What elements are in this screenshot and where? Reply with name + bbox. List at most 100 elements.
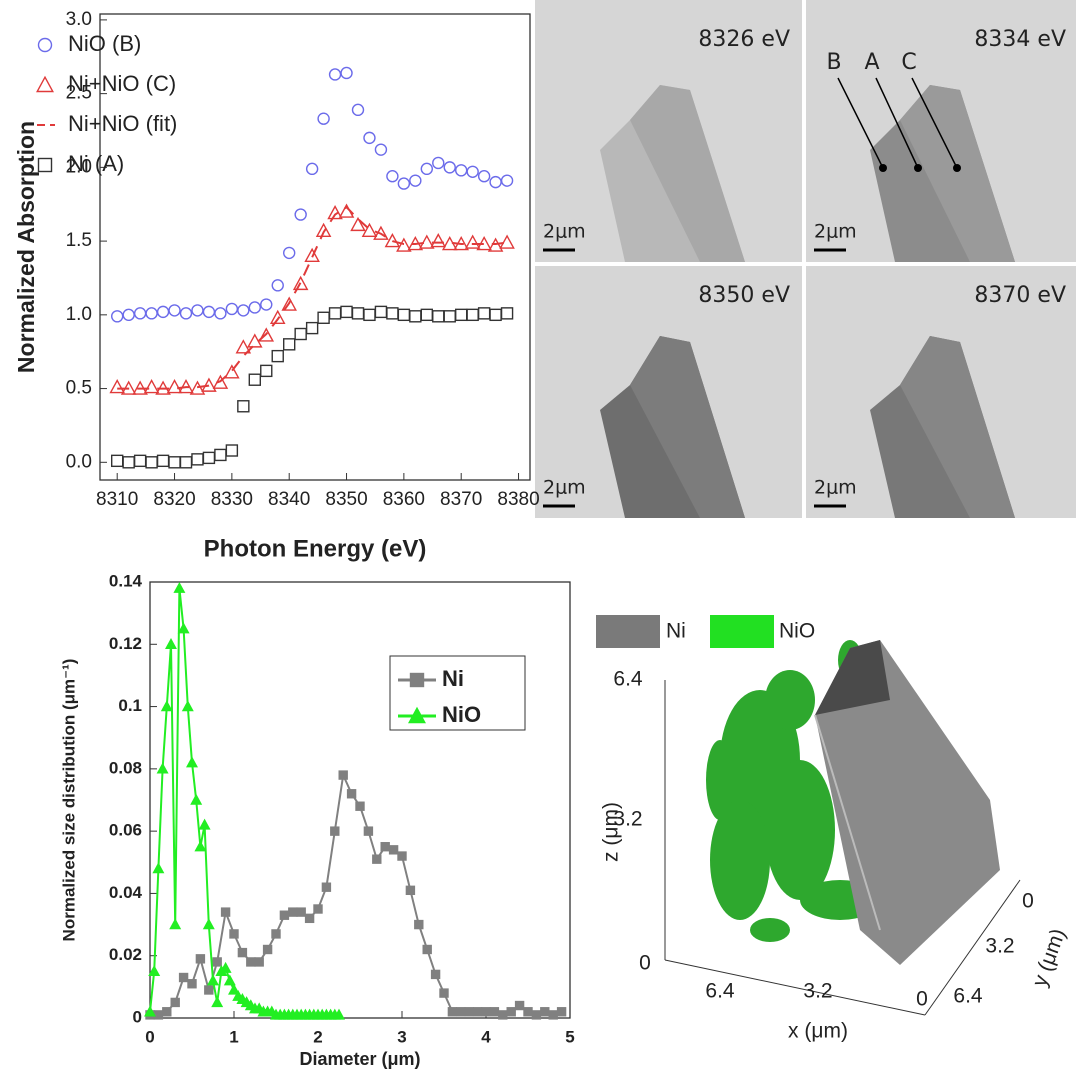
point [346,789,357,799]
x-axis-label: Diameter (μm) [299,1049,420,1069]
point [477,170,491,183]
point [351,103,365,117]
point [220,907,231,917]
legend-label: Ni [442,666,464,691]
point [333,1008,345,1020]
x-tick-label: 8320 [153,489,195,510]
x-tick-label: 1 [229,1027,238,1046]
point [288,907,298,917]
point [152,862,165,874]
point [191,453,204,466]
point-label: A [864,50,879,75]
y-tick-label: 0 [133,1007,142,1026]
point [166,379,183,394]
point [386,170,399,183]
x-tick-label: 8350 [325,489,367,510]
point [110,310,124,323]
y-tick-label: 2.5 [66,83,92,104]
point [556,1007,567,1017]
point [315,222,332,237]
point [248,301,262,314]
point [317,311,330,324]
point [223,974,236,986]
point [122,456,135,469]
point [327,205,343,220]
y-tick-label: 0.0 [66,451,92,472]
point [179,456,193,469]
point [269,309,286,324]
point [477,307,491,320]
point [156,454,170,468]
point [181,700,194,712]
point [214,307,227,320]
point [225,302,239,316]
x-tick-label: 8360 [383,489,425,510]
point [321,882,332,892]
point [228,983,240,995]
point [110,454,124,468]
point [447,1007,458,1017]
point [109,379,125,394]
point [168,456,181,469]
point [260,364,273,378]
scale-bar-label: 2μm [543,477,586,499]
point [237,400,250,413]
point [247,333,263,348]
point [305,162,319,176]
point [397,851,407,861]
point [260,298,273,311]
point-label: B [826,50,841,75]
point [384,233,401,248]
scale-bar-label: 2μm [543,221,586,243]
legend-label: Ni+NiO (C) [68,71,176,96]
x-tick-label: 5 [565,1027,574,1046]
point [363,131,376,145]
point [246,957,256,967]
point [380,842,390,852]
image-panels: 8326 eV 2μm 8334 eV 2μm B A C 8350 eV 2μ… [535,0,1076,518]
point [355,801,365,811]
point [225,444,239,457]
point [294,208,307,221]
legend-swatch [596,615,660,648]
point [195,954,206,964]
energy-label: 8370 eV [974,283,1066,308]
point [374,143,388,156]
x-tick-label: 8370 [440,489,482,510]
point [168,304,181,317]
point [500,307,514,320]
point [338,770,348,780]
point [281,296,297,311]
x-tick-label: 8380 [497,489,539,510]
point [363,826,374,836]
point [500,174,514,187]
legend-label: Ni (A) [68,151,124,176]
point [420,162,433,176]
point [439,988,449,998]
point [481,1007,491,1017]
y-tick-label: 0.04 [109,883,143,902]
point [187,979,197,989]
point [189,380,206,395]
point [194,840,207,852]
point [202,451,216,465]
point [173,581,186,593]
point [499,234,515,249]
x-axis-label: Photon Energy (eV) [204,535,427,562]
point [372,854,382,864]
y-tick-label: 3.2 [985,935,1014,958]
point [229,929,239,939]
energy-label: 8326 eV [698,27,790,52]
point [506,1007,516,1017]
z-tick-label: 0 [639,952,651,975]
x-tick-label: 3.2 [803,980,832,1003]
point [396,237,412,252]
point [186,756,198,768]
point [455,164,468,177]
point [363,308,376,322]
point [514,1000,525,1011]
chart: 0 0.02 0.04 0.06 0.08 0.1 0.12 0.14 0 1 2 3 4 5 Diamet… [59,571,574,1068]
point [472,1007,483,1017]
legend-swatch [408,706,426,724]
legend-label: NiO (B) [68,31,141,56]
